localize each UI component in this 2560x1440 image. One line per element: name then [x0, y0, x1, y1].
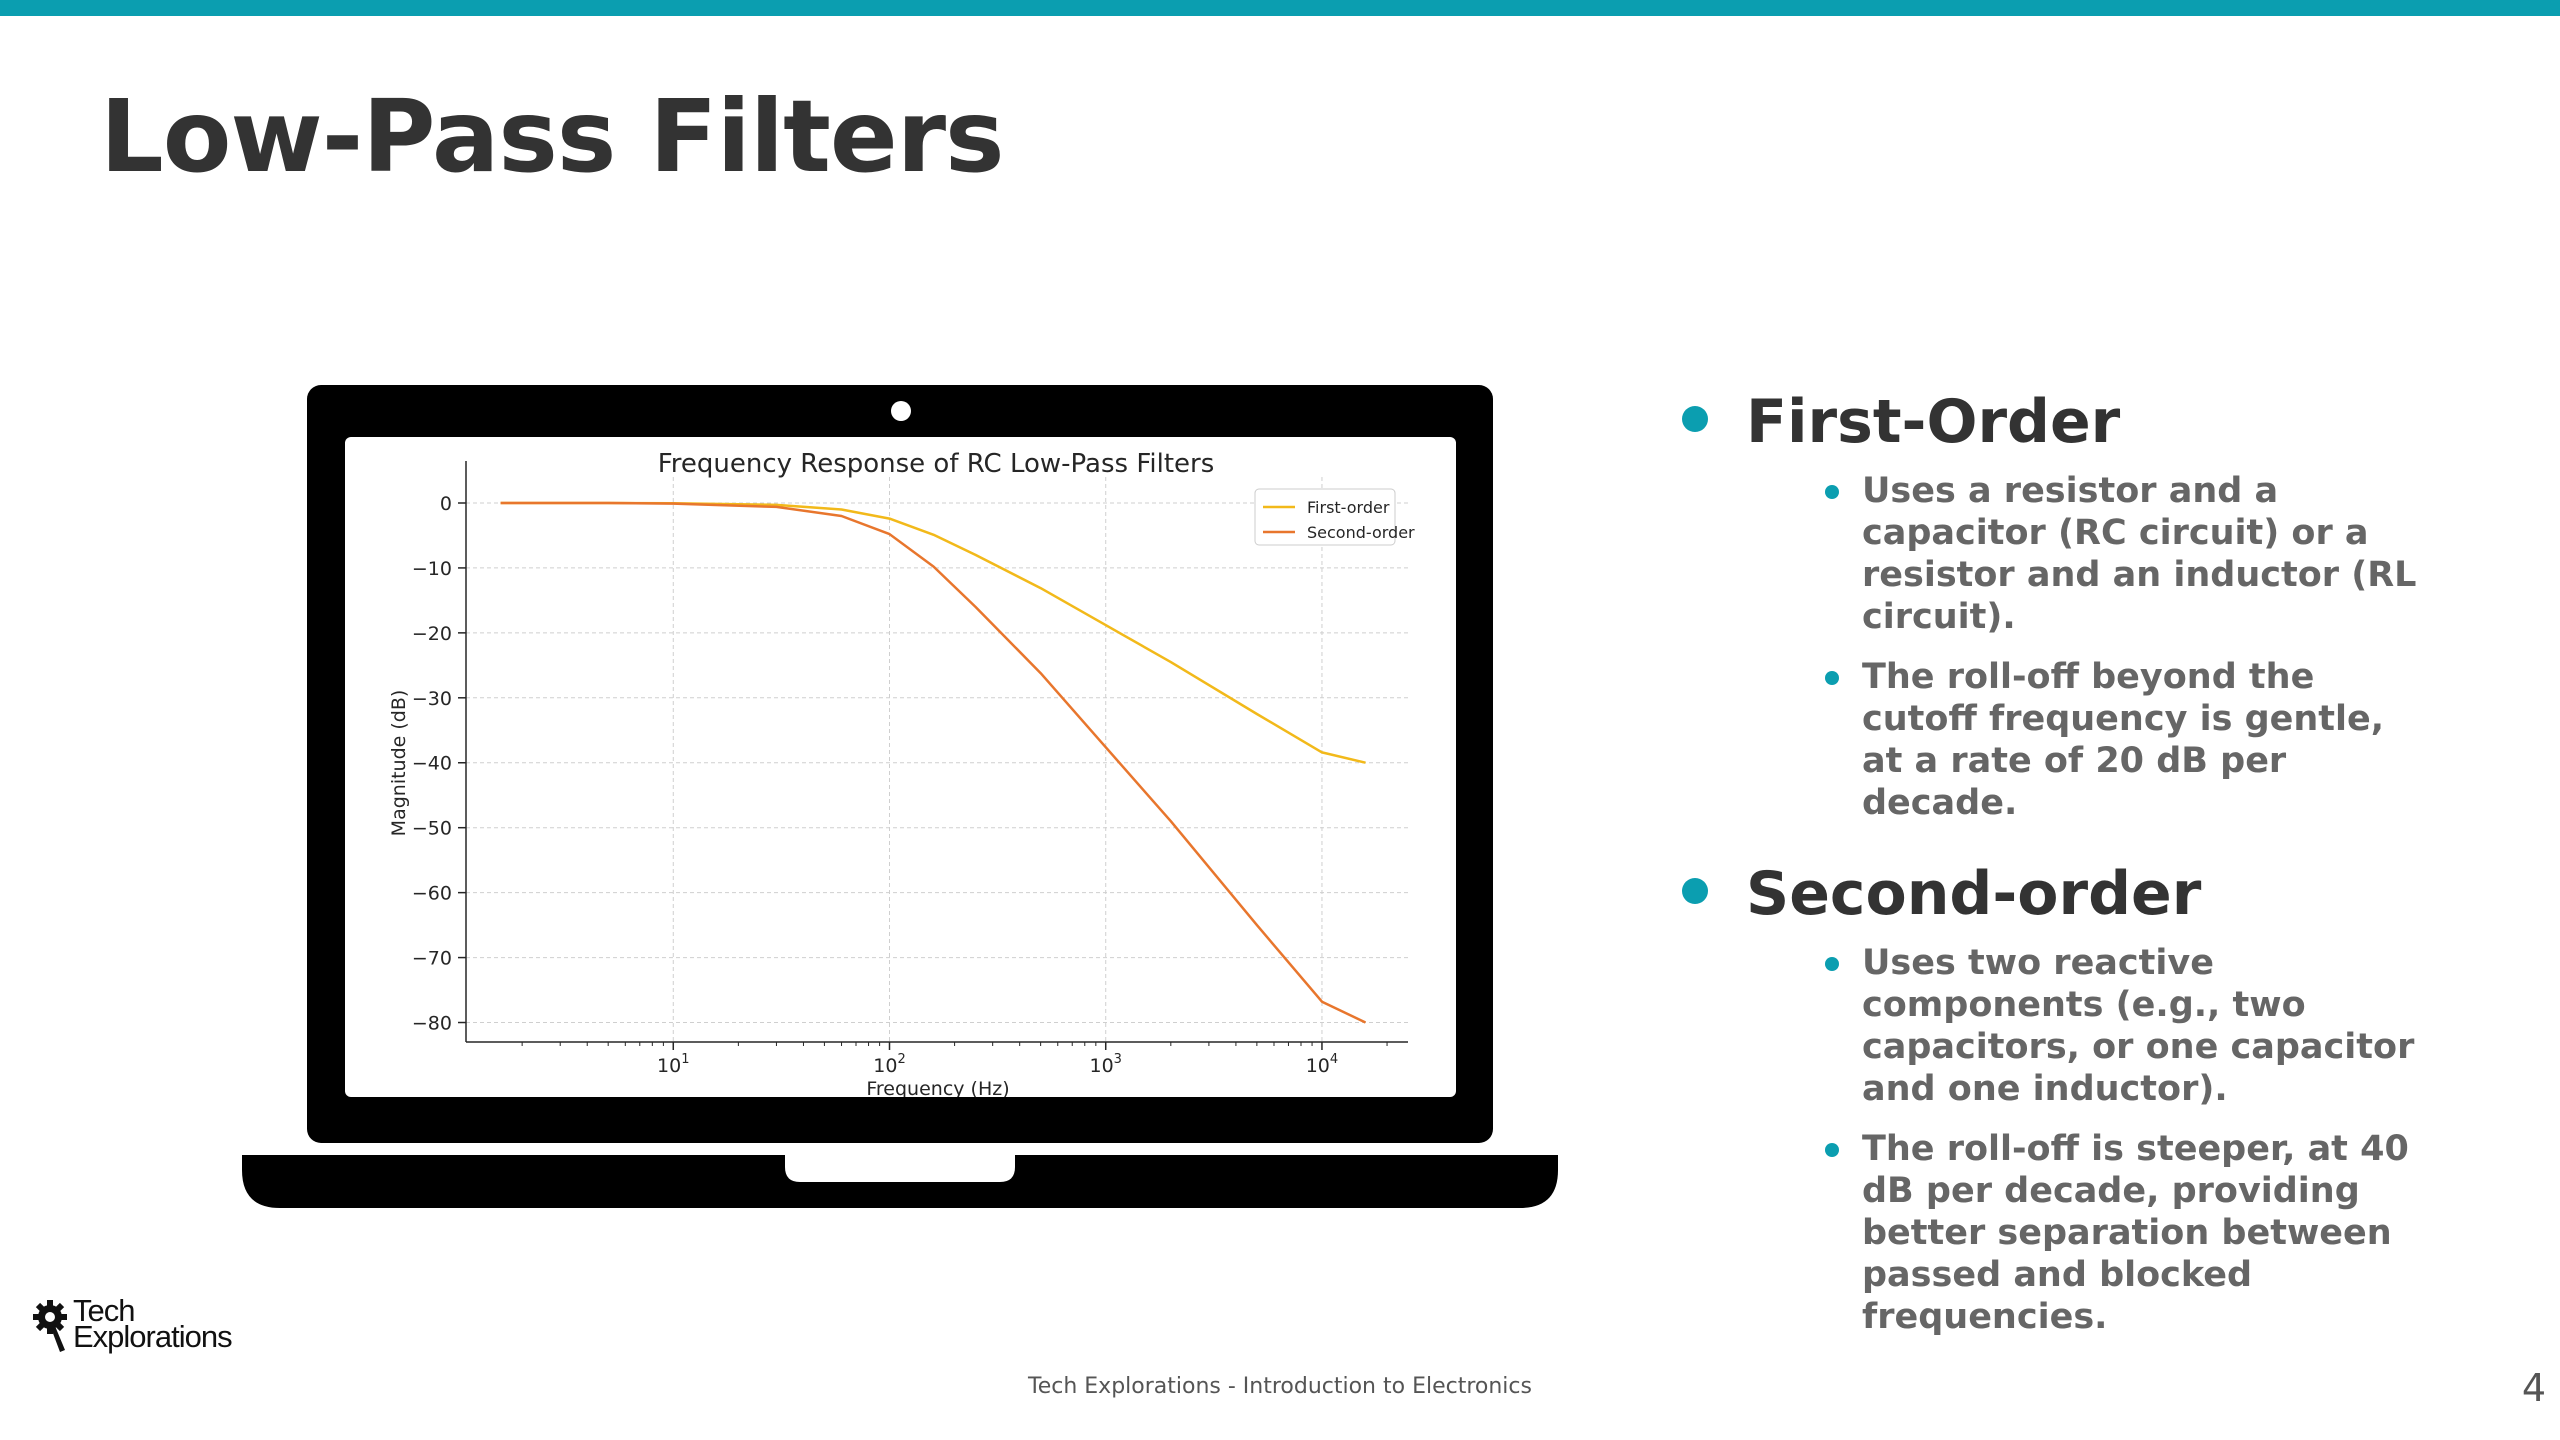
y-tick-label: −80 [412, 1013, 452, 1035]
x-tick-label: 101 [657, 1052, 689, 1077]
detail-text: Uses a resistor and a capacitor (RC circ… [1862, 471, 2417, 637]
legend-label: Second-order [1307, 523, 1415, 542]
first-order-heading: First-Order [1746, 387, 2121, 457]
second-order-heading: Second-order [1746, 859, 2202, 929]
second-order-detail-2: The roll-off is steeper, at 40 dB per de… [1822, 1128, 2409, 1338]
legend-label: First-order [1307, 498, 1390, 517]
bullet-dot-icon [1682, 878, 1708, 904]
detail-text: The roll-off is steeper, at 40 dB per de… [1862, 1129, 2409, 1337]
series-line-second-order [500, 501, 1367, 1024]
legend: First-order Second-order [1254, 488, 1415, 546]
laptop-screen: Frequency Response of RC Low-Pass Filter… [345, 437, 1456, 1097]
y-tick-label: −50 [412, 818, 452, 840]
laptop-notch [785, 1155, 1015, 1182]
bullet-dot-icon [1825, 957, 1839, 971]
y-tick-label: −70 [412, 948, 452, 970]
y-tick-label: 0 [440, 493, 452, 515]
first-order-detail-2: The roll-off beyond the cutoff frequency… [1822, 656, 2384, 824]
x-tick-label: 104 [1306, 1052, 1338, 1077]
bullet-dot-icon [1682, 406, 1708, 432]
axes: 0 −10 −20 −30 −40 −50 −60 −70 −80 101 102 103 104 [412, 461, 1408, 1077]
x-tick-label: 102 [873, 1052, 905, 1077]
logo-wordmark: Tech Explorations [73, 1293, 233, 1354]
chart-title: Frequency Response of RC Low-Pass Filter… [658, 449, 1215, 479]
bullet-list: First-Order Uses a resistor and a capaci… [1670, 380, 2416, 1356]
detail-text: Uses two reactive components (e.g., two … [1862, 943, 2415, 1109]
y-tick-label: −30 [412, 688, 452, 710]
y-tick-label: −40 [412, 753, 452, 775]
x-tick-label: 103 [1089, 1052, 1121, 1077]
laptop-illustration: Frequency Response of RC Low-Pass Filter… [240, 385, 1560, 1210]
chart-xlabel: Frequency (Hz) [866, 1078, 1009, 1097]
second-order-section: Second-order Uses two reactive component… [1670, 852, 2414, 1338]
bullet-dot-icon [1825, 485, 1839, 499]
detail-text: The roll-off beyond the cutoff frequency… [1862, 657, 2385, 823]
tech-explorations-logo: Tech Explorations [33, 1293, 263, 1358]
bullet-dot-icon [1825, 671, 1839, 685]
series-lines [500, 501, 1367, 1024]
y-tick-label: −20 [412, 623, 452, 645]
webcam-dot [891, 401, 911, 421]
first-order-detail-1: Uses a resistor and a capacitor (RC circ… [1822, 470, 2416, 638]
y-tick-label: −10 [412, 558, 452, 580]
second-order-details: Uses two reactive components (e.g., two … [1746, 942, 2414, 1338]
bullet-dot-icon [1825, 1143, 1839, 1157]
first-order-section: First-Order Uses a resistor and a capaci… [1670, 380, 2416, 824]
logo-line-1: Tech [73, 1293, 135, 1328]
grid-lines [466, 477, 1408, 1042]
y-tick-label: −60 [412, 883, 452, 905]
footer-text: Tech Explorations - Introduction to Elec… [1028, 1374, 1532, 1399]
chart-ylabel: Magnitude (dB) [388, 690, 410, 837]
top-accent-bar [0, 0, 2560, 16]
frequency-response-chart: Frequency Response of RC Low-Pass Filter… [388, 449, 1415, 1097]
gear-icon [33, 1300, 67, 1352]
first-order-details: Uses a resistor and a capacitor (RC circ… [1746, 470, 2416, 824]
second-order-detail-1: Uses two reactive components (e.g., two … [1822, 942, 2414, 1110]
page-number: 4 [2521, 1366, 2546, 1410]
logo-line-2: Explorations [73, 1319, 233, 1354]
slide-title: Low-Pass Filters [100, 78, 1005, 195]
